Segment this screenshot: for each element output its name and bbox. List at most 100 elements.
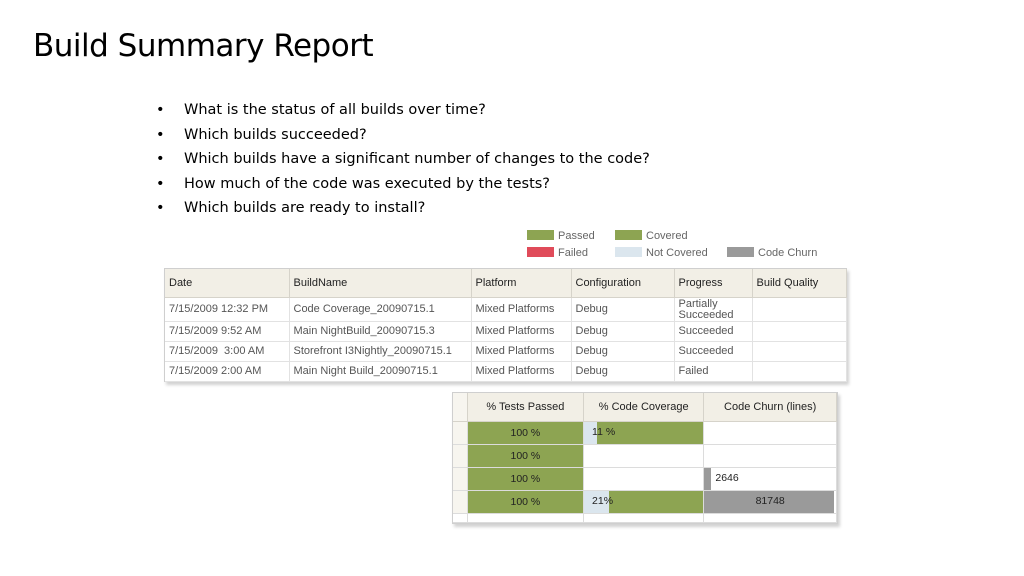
slide-title: Build Summary Report xyxy=(33,28,374,64)
churn-bar xyxy=(704,491,835,513)
column-header-date[interactable]: Date xyxy=(165,269,290,298)
table-header-row: Date BuildName Platform Configuration Pr… xyxy=(165,269,847,298)
question-item: • Which builds are ready to install? xyxy=(150,197,650,222)
cell-configuration: Debug xyxy=(571,321,675,342)
legend-label: Failed xyxy=(558,247,588,259)
row-selector[interactable] xyxy=(453,421,468,445)
table-row[interactable]: 7/15/2009 12:32 PM Code Coverage_2009071… xyxy=(165,297,847,322)
column-header-buildname[interactable]: BuildName xyxy=(289,269,472,298)
cell-date: 7/15/2009 9:52 AM xyxy=(165,321,290,342)
cell-code-coverage xyxy=(583,467,705,491)
question-text: How much of the code was executed by the… xyxy=(184,175,551,192)
column-header-tests-passed[interactable]: % Tests Passed xyxy=(467,393,585,422)
column-header-build-quality[interactable]: Build Quality xyxy=(752,269,847,298)
cell-platform: Mixed Platforms xyxy=(471,361,572,382)
question-item: • Which builds succeeded? xyxy=(150,124,650,149)
bullet-glyph: • xyxy=(156,175,165,192)
table-row[interactable]: 100 % 11 % xyxy=(453,421,837,445)
cell-platform: Mixed Platforms xyxy=(471,297,572,322)
cell-progress: Failed xyxy=(674,361,753,382)
bullet-glyph: • xyxy=(156,200,165,216)
legend-swatch xyxy=(527,230,554,240)
table-row[interactable]: 100 % 2646 xyxy=(453,467,837,491)
cell-tests-passed: 100 % xyxy=(467,490,585,514)
cell-build-quality[interactable] xyxy=(752,361,847,382)
covered-bar xyxy=(597,422,704,444)
build-summary-table: Date BuildName Platform Configuration Pr… xyxy=(164,268,847,382)
not-covered-bar xyxy=(584,422,598,444)
churn-label: 2646 xyxy=(715,472,739,484)
cell-code-churn xyxy=(703,444,837,468)
coverage-label: 21% xyxy=(592,495,614,507)
progress-text: Partially Succeeded xyxy=(678,297,734,321)
table-row[interactable]: 7/15/2009 3:00 AM Storefront I3Nightly_2… xyxy=(165,341,847,362)
cell-code-churn: 2646 xyxy=(703,467,837,491)
column-header-configuration[interactable]: Configuration xyxy=(571,269,675,298)
table-row[interactable]: 100 % 21% 81748 xyxy=(453,490,837,514)
question-text: Which builds succeeded? xyxy=(184,126,367,143)
bullet-glyph: • xyxy=(156,102,165,118)
cell-code-churn: 81748 xyxy=(703,490,837,514)
covered-bar xyxy=(609,491,704,513)
not-covered-bar xyxy=(584,491,610,513)
table-header-row: % Tests Passed % Code Coverage Code Chur… xyxy=(453,393,837,422)
empty-cell xyxy=(703,513,837,523)
cell-platform: Mixed Platforms xyxy=(471,321,572,342)
empty-cell xyxy=(583,513,705,523)
column-header-platform[interactable]: Platform xyxy=(471,269,572,298)
cell-build-quality[interactable] xyxy=(752,341,847,362)
cell-date: 7/15/2009 12:32 PM xyxy=(165,297,290,322)
cell-progress: Succeeded xyxy=(674,321,753,342)
cell-build-quality[interactable] xyxy=(752,321,847,342)
bullet-glyph: • xyxy=(156,126,165,143)
legend-label: Passed xyxy=(558,230,595,242)
question-list: • What is the status of all builds over t… xyxy=(150,99,650,222)
cell-build-quality[interactable] xyxy=(752,297,847,322)
cell-buildname[interactable]: Main NightBuild_20090715.3 xyxy=(289,321,472,342)
legend-label: Not Covered xyxy=(646,247,708,259)
build-metrics-table: % Tests Passed % Code Coverage Code Chur… xyxy=(452,392,838,524)
legend-swatch xyxy=(615,230,642,240)
table-row-empty xyxy=(453,513,837,523)
table-row[interactable]: 100 % xyxy=(453,444,837,468)
churn-bar xyxy=(704,468,712,490)
cell-date: 7/15/2009 2:00 AM xyxy=(165,361,290,382)
cell-tests-passed: 100 % xyxy=(467,444,585,468)
legend-label: Covered xyxy=(646,230,688,242)
cell-platform: Mixed Platforms xyxy=(471,341,572,362)
row-selector[interactable] xyxy=(453,490,468,514)
legend-passed: Passed xyxy=(527,230,595,242)
legend-swatch xyxy=(615,247,642,257)
table-row[interactable]: 7/15/2009 2:00 AM Main Night Build_20090… xyxy=(165,361,847,382)
row-selector[interactable] xyxy=(453,444,468,468)
churn-label: 81748 xyxy=(755,495,785,507)
cell-date: 7/15/2009 3:00 AM xyxy=(165,341,290,362)
column-header-code-churn[interactable]: Code Churn (lines) xyxy=(703,393,837,422)
empty-cell xyxy=(467,513,585,523)
question-text: Which builds have a significant number o… xyxy=(184,151,650,167)
row-selector-header xyxy=(453,393,468,422)
cell-configuration: Debug xyxy=(571,341,675,362)
question-text: Which builds are ready to install? xyxy=(184,200,426,216)
legend-swatch xyxy=(727,247,754,257)
coverage-label: 11 % xyxy=(592,426,616,438)
legend-failed: Failed xyxy=(527,247,588,259)
cell-configuration: Debug xyxy=(571,297,675,322)
legend-label: Code Churn xyxy=(758,247,818,259)
cell-tests-passed: 100 % xyxy=(467,421,585,445)
column-header-code-coverage[interactable]: % Code Coverage xyxy=(583,393,705,422)
cell-buildname[interactable]: Storefront I3Nightly_20090715.1 xyxy=(289,341,472,362)
legend-code-churn: Code Churn xyxy=(727,247,817,259)
legend-not-covered: Not Covered xyxy=(615,247,708,259)
cell-configuration: Debug xyxy=(571,361,675,382)
table-row[interactable]: 7/15/2009 9:52 AM Main NightBuild_200907… xyxy=(165,321,847,342)
question-item: • Which builds have a significant number … xyxy=(150,148,650,173)
cell-buildname[interactable]: Code Coverage_20090715.1 xyxy=(289,297,472,322)
empty-cell xyxy=(453,513,468,523)
question-item: • How much of the code was executed by th… xyxy=(150,173,650,198)
question-item: • What is the status of all builds over t… xyxy=(150,99,650,124)
column-header-progress[interactable]: Progress xyxy=(674,269,753,298)
question-text: What is the status of all builds over ti… xyxy=(184,102,486,118)
cell-buildname[interactable]: Main Night Build_20090715.1 xyxy=(289,361,472,382)
row-selector[interactable] xyxy=(453,467,468,491)
